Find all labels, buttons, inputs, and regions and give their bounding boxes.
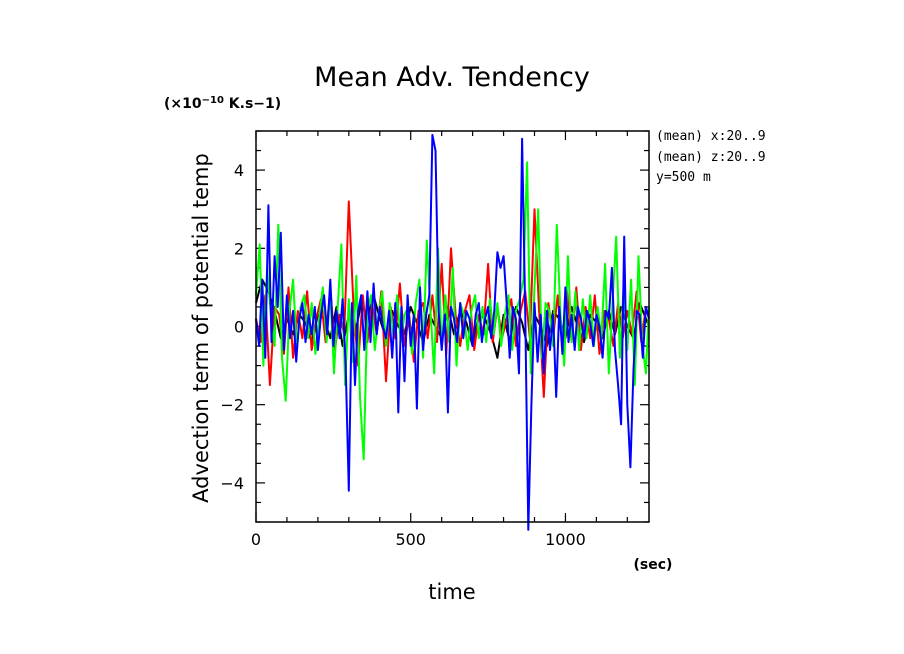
y-axis-label: Advection term of potential temp bbox=[189, 153, 213, 503]
info-line: (mean) z:20..9 bbox=[656, 150, 766, 165]
y-tick-label: 4 bbox=[234, 161, 244, 180]
y-tick-label: −2 bbox=[220, 396, 244, 415]
data-series bbox=[255, 133, 650, 531]
y-scale-label: (×10−10 K.s−1) bbox=[164, 95, 281, 112]
y-tick-label: 0 bbox=[234, 318, 244, 337]
x-axis-label: time bbox=[428, 580, 475, 604]
x-tick-label: 1000 bbox=[545, 530, 586, 549]
x-axis-unit: (sec) bbox=[634, 557, 673, 573]
y-scale-exponent: −10 bbox=[202, 95, 224, 106]
info-box: (mean) x:20..9 (mean) z:20..9 y=500 m bbox=[656, 129, 766, 185]
series-line-3 bbox=[255, 161, 650, 461]
x-tick-label: 0 bbox=[251, 530, 261, 549]
plot-frame bbox=[255, 130, 650, 523]
info-line: (mean) x:20..9 bbox=[656, 129, 766, 144]
info-line: y=500 m bbox=[656, 170, 711, 185]
series-line-4 bbox=[255, 133, 650, 531]
chart-title: Mean Adv. Tendency bbox=[314, 62, 590, 93]
y-tick-label: −4 bbox=[220, 474, 244, 493]
x-tick-label: 500 bbox=[395, 530, 426, 549]
y-tick-label: 2 bbox=[234, 239, 244, 258]
